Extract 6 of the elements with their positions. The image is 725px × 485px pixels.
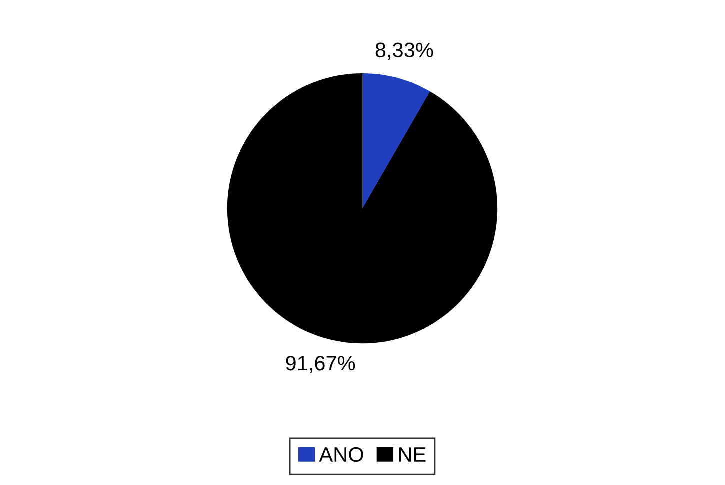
- pie-slice: [227, 73, 498, 344]
- data-label: 91,67%: [286, 356, 356, 374]
- pie-slice: [362, 73, 430, 209]
- legend-label: NE: [399, 448, 426, 462]
- legend-label: ANO: [319, 447, 364, 462]
- data-label: 8,33%: [376, 42, 434, 60]
